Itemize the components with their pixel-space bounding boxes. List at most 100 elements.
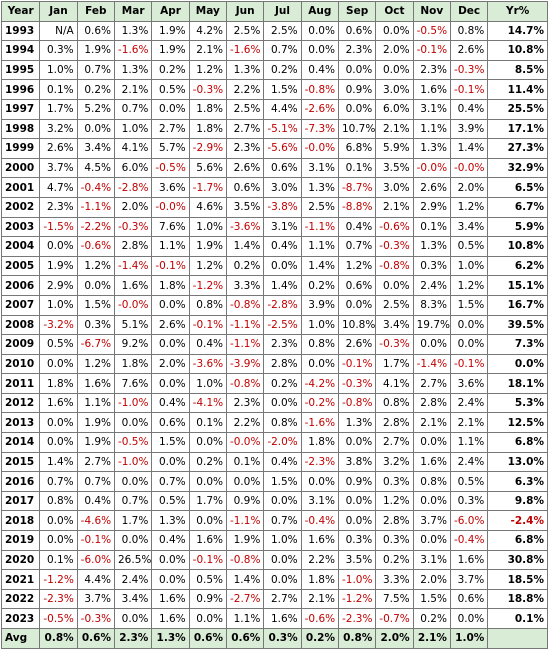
return-cell: 0.0% [300,353,339,375]
year-cell: 2001 [0,177,41,198]
return-cell: 30.8% [487,549,548,571]
return-cell: 0.0% [151,451,190,473]
return-cell: 0.5% [151,79,190,100]
return-cell: 2.8% [375,510,414,532]
year-cell: 2000 [0,157,41,179]
avg-cell: 2.3% [113,628,153,649]
return-cell: 1.0% [39,294,78,316]
return-cell: 0.1% [39,79,78,100]
return-cell: 6.3% [487,471,548,492]
return-cell: 6.5% [487,177,548,198]
return-cell: 1.8% [39,373,78,394]
return-cell: 2.1% [375,118,414,140]
year-cell: 2006 [0,275,41,296]
return-cell: 2.1% [188,40,227,61]
return-cell: 0.6% [76,20,116,42]
return-cell: 2.4% [412,275,451,296]
return-cell: 1.8% [300,432,339,453]
return-cell: 0.4% [151,530,190,551]
avg-cell: 0.2% [300,628,339,649]
return-cell: 32.9% [487,157,548,179]
return-cell: -4.1% [188,392,227,414]
year-row: 2002 2.3% -1.1% 2.0% -0.0% 4.6% 3.5% -3.8% 2.5% -… [0,196,548,218]
return-cell: 0.0% [113,412,153,434]
return-cell: 0.2% [412,608,451,629]
return-cell: 1.8% [151,275,190,296]
return-cell: 1.4% [225,569,265,590]
return-cell: -0.4% [76,177,116,198]
return-cell: 1.9% [76,40,116,61]
return-cell: 0.7% [113,490,153,512]
year-row: 2003 -1.5% -2.2% -0.3% 7.6% 1.0% -3.6% 3.1% -1.1… [0,216,548,238]
return-cell: 1.6% [449,549,489,571]
return-cell: 0.0% [337,294,377,316]
return-cell: -8.8% [337,196,377,218]
return-cell: -1.1% [225,334,265,355]
return-cell: 2.7% [263,588,302,610]
return-cell: -1.1% [300,216,339,238]
return-cell: 0.0% [151,98,190,120]
return-cell: 1.4% [263,275,302,296]
return-cell: -3.9% [225,353,265,375]
return-cell: 3.4% [76,138,116,159]
return-cell: -1.1% [225,510,265,532]
return-cell: -8.7% [337,177,377,198]
return-cell: 0.1% [39,549,78,571]
return-cell: 6.0% [375,98,414,120]
return-cell: 18.8% [487,588,548,610]
return-cell: 2.4% [449,451,489,473]
return-cell: 0.8% [449,20,489,42]
return-cell: 3.0% [375,177,414,198]
return-cell: -1.1% [76,196,116,218]
year-row: 2014 0.0% 1.9% -0.5% 1.5% 0.0% -0.0% -2.0% 1.8% 0… [0,432,548,453]
return-cell: 0.0% [188,432,227,453]
return-cell: 3.3% [225,275,265,296]
avg-cell: 0.6% [76,628,116,649]
return-cell: 0.0% [487,353,548,375]
return-cell: N/A [39,20,78,42]
return-cell: 2.6% [39,138,78,159]
year-row: 2000 3.7% 4.5% 6.0% -0.5% 5.6% 2.6% 0.6% 3.1% 0.1… [0,157,548,179]
return-cell: 3.9% [300,294,339,316]
returns-table: Year Jan Feb Mar Apr May Jun Jul Aug Sep Oct Nov Dec… [0,1,548,649]
return-cell: 0.0% [337,59,377,81]
return-cell: 0.7% [39,471,78,492]
return-cell: 0.0% [188,608,227,629]
return-cell: 0.4% [300,59,339,81]
return-cell: 1.5% [151,432,190,453]
avg-label: Avg [0,628,41,649]
return-cell: -3.8% [263,196,302,218]
avg-cell: 1.3% [151,628,190,649]
return-cell: 1.0% [263,530,302,551]
return-cell: 1.3% [300,177,339,198]
year-cell: 2003 [0,216,41,238]
return-cell: -0.4% [300,510,339,532]
return-cell: 3.8% [337,451,377,473]
return-cell: 4.6% [188,196,227,218]
return-cell: 0.0% [39,236,78,257]
return-cell: 1.5% [263,79,302,100]
return-cell: -0.5% [151,157,190,179]
return-cell: 2.5% [300,196,339,218]
return-cell: 0.0% [151,373,190,394]
return-cell: 0.9% [337,471,377,492]
year-row: 1997 1.7% 5.2% 0.7% 0.0% 1.8% 2.5% 4.4% -2.6% 0.0… [0,98,548,120]
return-cell: -1.2% [337,588,377,610]
year-cell: 2010 [0,353,41,375]
return-cell: 1.3% [113,59,153,81]
return-cell: 3.5% [225,196,265,218]
column-header: Yr% [487,1,548,22]
return-cell: -1.6% [225,40,265,61]
return-cell: 4.2% [188,20,227,42]
return-cell: 1.9% [76,432,116,453]
year-cell: 2004 [0,236,41,257]
table-body: 1993 N/A 0.6% 1.3% 1.9% 4.2% 2.5% 2.5% 0.0% 0.6% 0… [0,20,548,649]
return-cell: 2.7% [412,373,451,394]
return-cell: 0.7% [263,40,302,61]
return-cell: 0.0% [76,275,116,296]
return-cell: -2.8% [113,177,153,198]
return-cell: 1.5% [76,294,116,316]
return-cell: 1.4% [225,236,265,257]
year-cell: 2019 [0,530,41,551]
column-header: Aug [300,1,339,22]
